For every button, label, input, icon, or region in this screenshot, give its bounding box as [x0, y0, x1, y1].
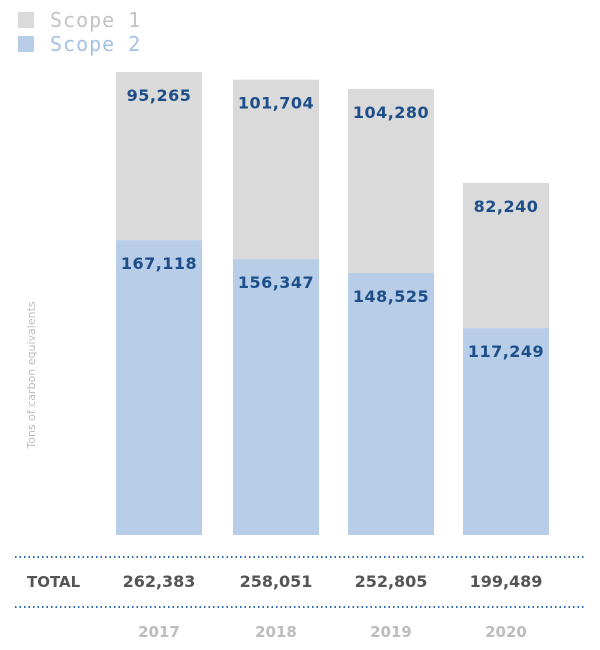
- bar-scope-2-2017: [116, 240, 202, 535]
- bars-group: 95,265 167,118 101,704 156,347 104,280 148,52…: [116, 72, 549, 535]
- bar-scope-2-2018: [233, 259, 319, 535]
- legend-label-scope-2: Scope 2: [50, 32, 142, 56]
- data-label-scope-2-2018: 156,347: [238, 273, 314, 292]
- legend-swatch-scope-1: [18, 12, 34, 28]
- bar-scope-1-2017: [116, 72, 202, 241]
- data-label-scope-2-2017: 167,118: [121, 254, 197, 273]
- data-label-scope-2-2020: 117,249: [468, 342, 544, 361]
- bar-scope-1-2019: [348, 88, 434, 273]
- total-value-2017: 262,383: [123, 572, 196, 591]
- bar-scope-2-2019: [348, 272, 434, 535]
- legend-label-scope-1: Scope 1: [50, 8, 142, 32]
- legend-swatch-scope-2: [18, 36, 34, 52]
- x-tick-label-2018: 2018: [255, 623, 297, 641]
- data-label-scope-1-2018: 101,704: [238, 94, 314, 113]
- data-label-scope-1-2020: 82,240: [474, 197, 539, 216]
- y-axis-label: Tons of carbon equivalents: [25, 301, 38, 450]
- x-tick-label-2019: 2019: [370, 623, 412, 641]
- legend: Scope 1 Scope 2: [18, 8, 141, 56]
- legend-item-scope-2: Scope 2: [18, 32, 141, 56]
- x-tick-label-2020: 2020: [485, 623, 527, 641]
- bar-scope-1-2018: [233, 79, 319, 260]
- year-labels-group: 2017 2018 2019 2020: [138, 623, 527, 641]
- data-label-scope-2-2019: 148,525: [353, 287, 429, 306]
- total-value-2019: 252,805: [355, 572, 428, 591]
- data-label-scope-1-2019: 104,280: [353, 103, 429, 122]
- total-value-2020: 199,489: [470, 572, 543, 591]
- totals-group: 262,383 258,051 252,805 199,489: [123, 572, 543, 591]
- legend-item-scope-1: Scope 1: [18, 8, 141, 32]
- x-tick-label-2017: 2017: [138, 623, 180, 641]
- totals-label: TOTAL: [27, 573, 81, 591]
- bar-scope-2-2020: [463, 328, 549, 535]
- data-label-scope-1-2017: 95,265: [127, 86, 192, 105]
- bar-scope-1-2020: [463, 182, 549, 329]
- total-value-2018: 258,051: [240, 572, 313, 591]
